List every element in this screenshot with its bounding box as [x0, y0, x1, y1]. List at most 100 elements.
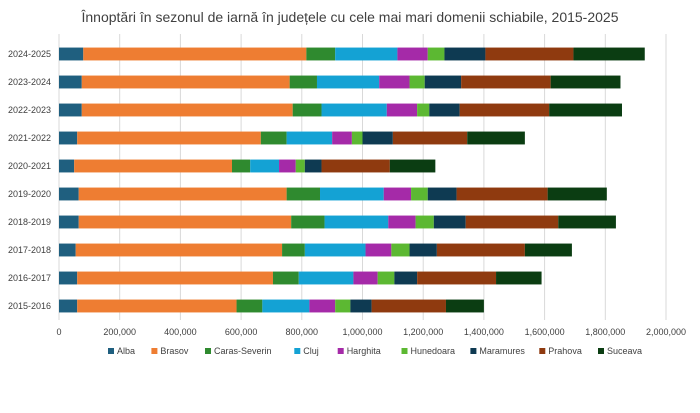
y-tick-label: 2016-2017 — [8, 273, 51, 283]
x-tick-label: 1,800,000 — [585, 327, 625, 337]
bar-segment — [250, 159, 280, 173]
bar-segment — [415, 215, 434, 229]
bar-segment — [417, 271, 497, 285]
x-tick-label: 2,000,000 — [646, 327, 686, 337]
bar-segment — [320, 187, 384, 201]
bar-segment — [383, 187, 412, 201]
bar-segment — [456, 187, 548, 201]
bar-segment — [83, 47, 307, 61]
legend-swatch — [470, 348, 477, 354]
bar-segment — [558, 215, 616, 229]
bar-segment — [77, 271, 273, 285]
bar-segment — [365, 243, 392, 257]
bar-segment — [75, 243, 283, 257]
x-tick-label: 800,000 — [286, 327, 319, 337]
x-tick-label: 1,200,000 — [403, 327, 443, 337]
bar-segment — [59, 187, 79, 201]
legend-item: Harghita — [337, 346, 381, 356]
bar-segment — [324, 215, 389, 229]
bar-segment — [524, 243, 572, 257]
bar-segment — [429, 103, 460, 117]
bar-segment — [444, 47, 486, 61]
bar-segment — [547, 187, 607, 201]
bar-segment — [59, 299, 78, 313]
bar-segment — [332, 131, 352, 145]
legend-swatch — [401, 348, 408, 354]
bar-segment — [550, 75, 621, 89]
bar-segment — [77, 299, 237, 313]
y-tick-label: 2020-2021 — [8, 161, 51, 171]
bar-segment — [424, 75, 462, 89]
legend-item: Alba — [108, 346, 135, 356]
bar-segment — [573, 47, 645, 61]
legend-label: Hunedoara — [411, 346, 456, 356]
legend-label: Caras-Severin — [214, 346, 272, 356]
legend-label: Suceava — [607, 346, 642, 356]
bar-segment — [316, 75, 380, 89]
legend-swatch — [205, 348, 211, 354]
bar-segment — [304, 243, 366, 257]
legend-item: Maramures — [470, 346, 525, 356]
bar-segment — [388, 215, 416, 229]
y-axis-labels: 2024-2025 2023-2024 2022-2023 2021-2022 2020… — [8, 49, 51, 311]
bar-segment — [397, 47, 428, 61]
legend-label: Harghita — [347, 346, 381, 356]
bar-segment — [59, 159, 75, 173]
bar-segment — [417, 103, 430, 117]
legend: Alba Brasov Caras-Severin Cluj Harghita Huned… — [108, 346, 642, 356]
bar-segment — [59, 271, 78, 285]
bar-segment — [309, 299, 336, 313]
bar-segment — [335, 299, 351, 313]
bar-segment — [286, 187, 321, 201]
bar-segment — [279, 159, 296, 173]
legend-item: Cluj — [294, 346, 319, 356]
bar-segment — [465, 215, 559, 229]
x-axis-labels: 0 200,000 400,000 600,000 800,000 1,000,000 1,… — [56, 327, 686, 337]
bar-segment — [351, 131, 363, 145]
bar-segment — [298, 271, 354, 285]
bar-segment — [362, 131, 393, 145]
bar-segment — [389, 159, 436, 173]
bar-segment — [461, 75, 551, 89]
x-tick-label: 200,000 — [103, 327, 136, 337]
legend-label: Maramures — [479, 346, 525, 356]
bar-segment — [392, 131, 468, 145]
bar-segment — [282, 243, 305, 257]
y-tick-label: 2021-2022 — [8, 133, 51, 143]
bar-segment — [371, 299, 446, 313]
legend-swatch — [337, 348, 344, 354]
bar-segment — [411, 187, 428, 201]
bar-segment — [59, 215, 79, 229]
y-tick-label: 2018-2019 — [8, 217, 51, 227]
bar-segment — [321, 159, 390, 173]
y-tick-label: 2019-2020 — [8, 189, 51, 199]
legend-item: Suceava — [598, 346, 642, 356]
bar-segment — [409, 75, 425, 89]
bar-segment — [81, 75, 290, 89]
legend-label: Alba — [117, 346, 135, 356]
bar-segment — [81, 103, 293, 117]
y-tick-label: 2015-2016 — [8, 301, 51, 311]
bar-segment — [427, 47, 445, 61]
bar-segment — [78, 187, 287, 201]
y-tick-label: 2023-2024 — [8, 77, 51, 87]
bar-segment — [272, 271, 299, 285]
bar-segment — [459, 103, 550, 117]
bar-segment — [549, 103, 622, 117]
bar-segment — [321, 103, 387, 117]
x-tick-label: 600,000 — [225, 327, 258, 337]
legend-item: Hunedoara — [401, 346, 456, 356]
bar-segment — [433, 215, 466, 229]
legend-swatch — [598, 348, 604, 354]
bar-segment — [350, 299, 372, 313]
y-tick-label: 2022-2023 — [8, 105, 51, 115]
bar-segment — [409, 243, 437, 257]
chart-title: Înnoptări în sezonul de iarnă în județel… — [81, 9, 619, 25]
bar-segment — [260, 131, 287, 145]
x-tick-label: 400,000 — [164, 327, 197, 337]
x-tick-label: 0 — [56, 327, 61, 337]
bar-segment — [391, 243, 410, 257]
bar-segment — [394, 271, 418, 285]
bar-segment — [59, 103, 82, 117]
legend-label: Cluj — [303, 346, 319, 356]
